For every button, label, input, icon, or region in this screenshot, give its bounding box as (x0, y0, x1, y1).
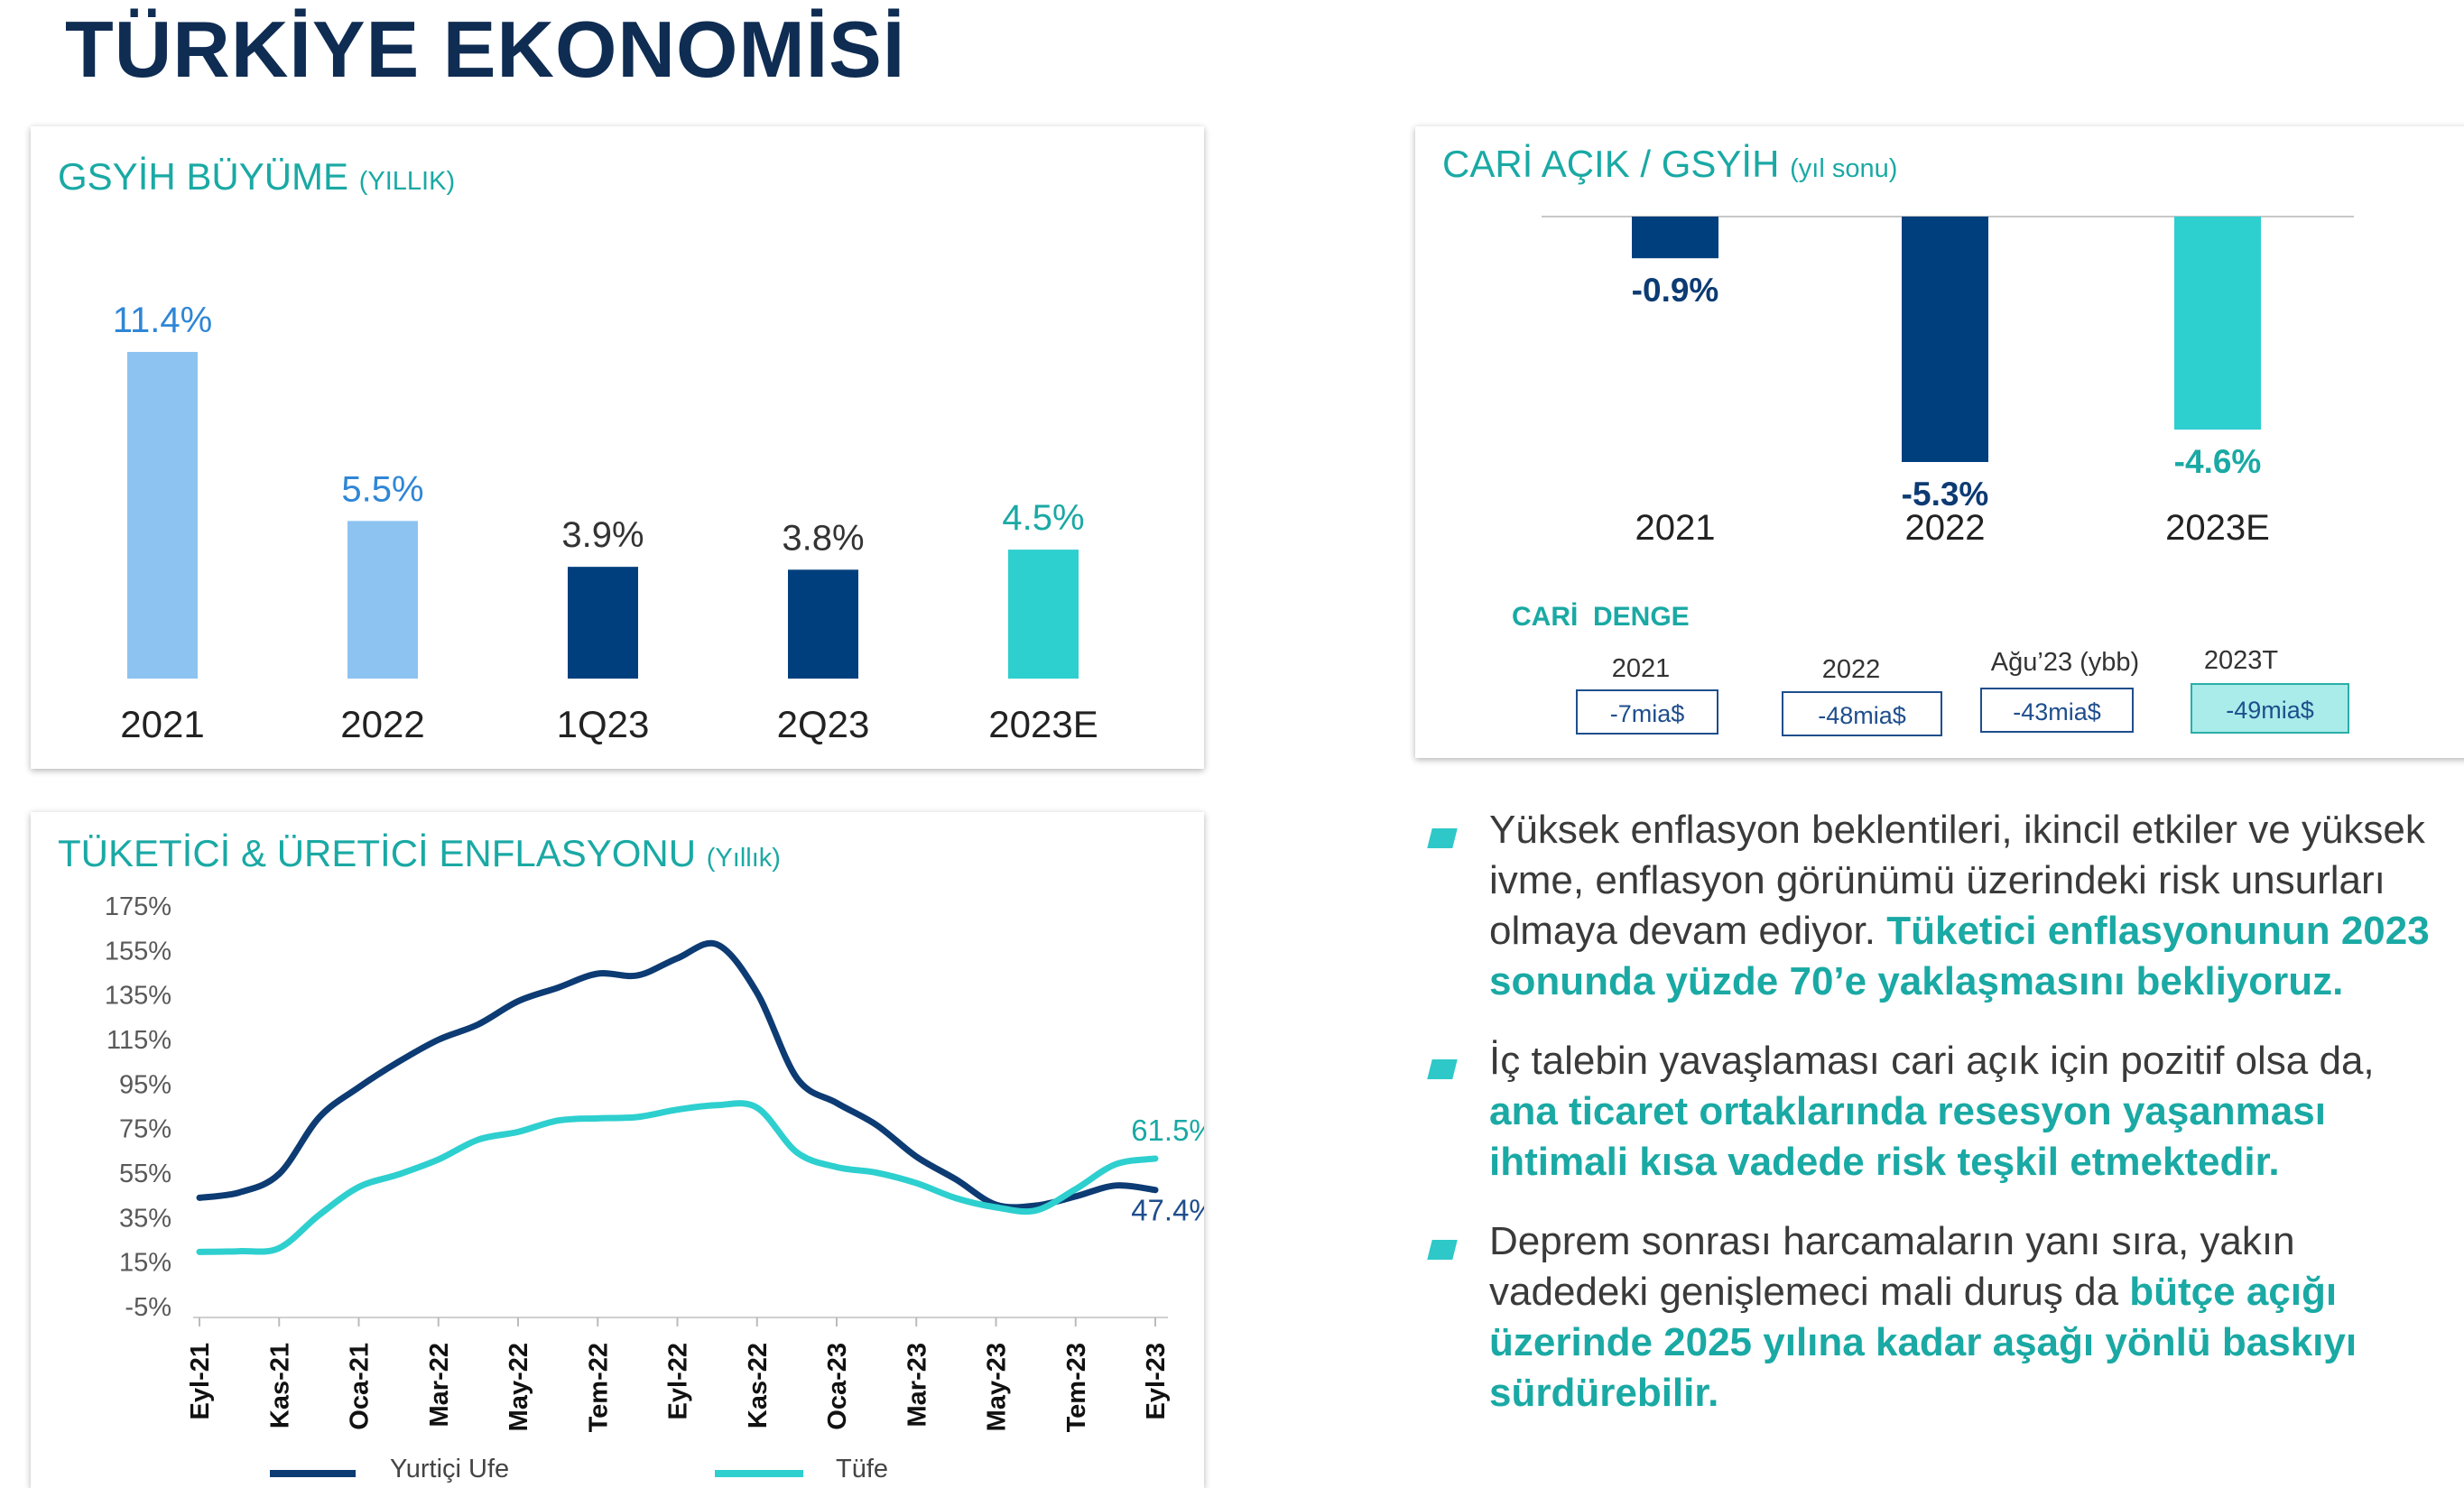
gdp-category-label: 2022 (340, 703, 424, 745)
balance-value-2022: -48mia$ (1782, 691, 1942, 736)
inf-x-tick-label: Kas-21 (265, 1343, 294, 1428)
inf-y-tick-label: 15% (119, 1249, 171, 1278)
gdp-bar (347, 521, 418, 679)
gdp-category-label: 2023E (988, 703, 1098, 745)
gdp-panel-title: GSYİH BÜYÜME (YILLIK) (58, 155, 455, 199)
gdp-growth-chart: 11.4% 2021 5.5% 2022 3.9% 1Q23 3.8% 2Q23 4.5% 202… (113, 300, 1098, 745)
balance-year-2022: 2022 (1821, 655, 1881, 684)
ca-data-label: -0.9% (1632, 272, 1719, 309)
balance-value-2023t: -49mia$ (2191, 683, 2349, 734)
balance-value-aug23: -43mia$ (1980, 688, 2134, 733)
cpi-series-line (196, 1100, 1159, 1255)
inf-x-tick-label: Mar-22 (425, 1343, 454, 1428)
gdp-data-label: 3.8% (782, 518, 864, 558)
inf-x-tick-label: Eyl-22 (664, 1343, 693, 1419)
inf-y-tick-label: 95% (119, 1070, 171, 1099)
inf-panel-title: TÜKETİCİ & ÜRETİCİ ENFLASYONU (Yıllık) (58, 832, 781, 875)
ca-category-label: 2021 (1635, 508, 1716, 548)
inf-x-tick-label: Kas-22 (744, 1343, 773, 1428)
ca-bar (1632, 217, 1718, 259)
commentary-item: İç talebin yavaşlaması cari açık için po… (1424, 1036, 2435, 1188)
gdp-bar (1008, 550, 1079, 679)
commentary-list: Yüksek enflasyon beklentileri, ikincil e… (1424, 805, 2435, 1447)
ca-data-label: -4.6% (2174, 443, 2262, 480)
current-account-chart: -0.9% 2021 -5.3%2022 -4.6% 2023E (1542, 216, 2354, 548)
balance-year-2021: 2021 (1611, 654, 1671, 683)
bullet-marker-icon (1427, 1059, 1458, 1079)
ca-panel-title: CARİ AÇIK / GSYİH (yıl sonu) (1442, 143, 1897, 186)
gdp-data-label: 11.4% (113, 300, 212, 340)
ca-category-label: 2022 (1905, 508, 1986, 548)
page-title: TÜRKİYE EKONOMİSİ (65, 5, 906, 94)
bullet-marker-icon (1427, 1240, 1458, 1260)
ca-title-text: CARİ AÇIK / GSYİH (1442, 143, 1780, 185)
ppi-end-label: 47.4% (1131, 1194, 1204, 1227)
inf-x-tick-label: Oca-21 (346, 1343, 375, 1430)
gdp-bar (788, 569, 858, 679)
inflation-chart: 175% 155% 135% 115% 95% 75% 55% 35% 15% -5% Eyl-21… (105, 892, 1204, 1483)
commentary-item: Deprem sonrası harcamaların yanı sıra, y… (1424, 1216, 2435, 1419)
gdp-category-label: 1Q23 (557, 703, 650, 745)
inf-x-tick-label: May-22 (505, 1343, 533, 1431)
inf-y-tick-label: 175% (105, 892, 171, 921)
gdp-data-label: 4.5% (1002, 498, 1084, 538)
legend-cpi-label: Tüfe (836, 1455, 888, 1483)
commentary-text: Deprem sonrası harcamaların yanı sıra, y… (1489, 1219, 2295, 1314)
inflation-panel: TÜKETİCİ & ÜRETİCİ ENFLASYONU (Yıllık) 1… (31, 812, 1204, 1488)
balance-year-2023t: 2023T (2203, 646, 2279, 675)
inf-x-tick-label: May-23 (983, 1343, 1012, 1431)
commentary-highlight: bütçe açığı üzerinde 2025 yılına kadar a… (1489, 1270, 2357, 1415)
balance-year-aug23: Ağu’23 (ybb) (1990, 648, 2140, 677)
balance-value-2021: -7mia$ (1576, 689, 1718, 735)
gdp-bar (127, 352, 198, 679)
legend-ppi-label: Yurtiçi Ufe (390, 1455, 509, 1483)
gdp-category-label: 2Q23 (777, 703, 870, 745)
gdp-category-label: 2021 (120, 703, 204, 745)
inf-x-tick-label: Oca-23 (823, 1343, 852, 1430)
inf-y-tick-label: 55% (119, 1160, 171, 1188)
commentary-highlight: ana ticaret ortaklarında resesyon yaşanm… (1489, 1089, 2326, 1184)
inf-y-tick-label: 155% (105, 937, 171, 966)
inf-y-tick-label: 35% (119, 1204, 171, 1233)
inf-title-text: TÜKETİCİ & ÜRETİCİ ENFLASYONU (58, 832, 697, 874)
current-balance-title: CARİ DENGE (1512, 602, 1690, 632)
inf-x-tick-label: Mar-23 (903, 1343, 931, 1428)
gdp-data-label: 5.5% (341, 469, 423, 509)
commentary-highlight: Tüketici enflasyonunun 2023 sonunda yüzd… (1489, 909, 2430, 1003)
bullet-marker-icon (1427, 828, 1458, 848)
ca-category-label: 2023E (2165, 508, 2270, 548)
inf-y-tick-label: 75% (119, 1115, 171, 1144)
inf-y-tick-label: 115% (107, 1026, 171, 1055)
ca-data-label: -5.3% (1902, 476, 1989, 513)
current-account-panel: CARİ AÇIK / GSYİH (yıl sonu) -0.9% 2021 -5… (1415, 126, 2464, 758)
ca-bar (2174, 217, 2261, 430)
gdp-growth-panel: GSYİH BÜYÜME (YILLIK) 11.4% 2021 5.5% 2022 3… (31, 126, 1204, 769)
gdp-data-label: 3.9% (561, 515, 644, 555)
inf-y-tick-label: 135% (105, 982, 171, 1011)
gdp-title-text: GSYİH BÜYÜME (58, 155, 349, 198)
inf-subtitle-text: (Yıllık) (706, 844, 781, 873)
commentary-text: İç talebin yavaşlaması cari açık için po… (1489, 1039, 2375, 1083)
inf-x-tick-label: Tem-22 (584, 1343, 613, 1432)
cpi-end-label: 61.5% (1131, 1114, 1204, 1147)
ppi-series-line (196, 939, 1159, 1211)
inf-x-tick-label: Tem-23 (1062, 1343, 1091, 1432)
commentary-item: Yüksek enflasyon beklentileri, ikincil e… (1424, 805, 2435, 1007)
inf-y-tick-label: -5% (125, 1293, 171, 1322)
inf-x-tick-label: Eyl-21 (186, 1343, 215, 1419)
gdp-subtitle-text: (YILLIK) (358, 167, 456, 196)
gdp-bar (568, 567, 638, 679)
ca-subtitle-text: (yıl sonu) (1790, 154, 1898, 183)
inf-x-tick-label: Eyl-23 (1142, 1343, 1171, 1419)
commentary-text: Yüksek enflasyon beklentileri, ikincil e… (1489, 808, 2425, 953)
ca-bar (1902, 217, 1988, 462)
